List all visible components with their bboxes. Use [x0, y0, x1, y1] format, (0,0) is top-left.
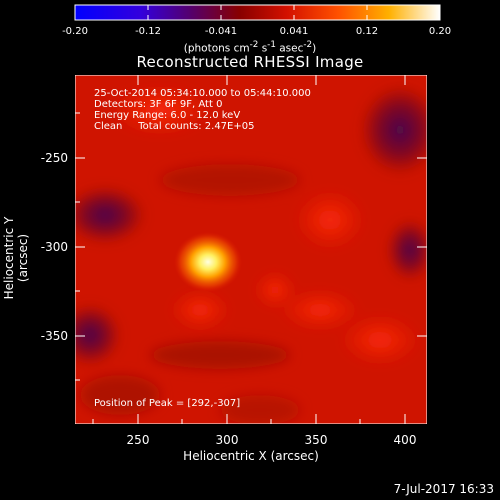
colorbar-ticks: [74, 5, 441, 20]
peak-position-text: Position of Peak = [292,-307]: [94, 398, 241, 409]
peak-source: [174, 232, 242, 292]
x-tick-label: 250: [126, 433, 150, 447]
colorbar-tick-label: 0.20: [428, 26, 452, 37]
info-line-clean-counts: Clean Total counts: 2.47E+05: [94, 121, 255, 132]
rhessi-map: [75, 75, 427, 424]
y-tick-label: -350: [40, 329, 68, 343]
colorbar-tick-label: -0.12: [135, 26, 161, 37]
colorbar-tick-label: -0.041: [204, 26, 238, 37]
x-tick-label: 350: [304, 433, 328, 447]
y-tick-label: -300: [40, 240, 68, 254]
y-axis-label: Heliocentric Y (arcsec): [2, 216, 30, 300]
y-tick-label: -250: [40, 151, 68, 165]
axis-ticks: [75, 75, 427, 424]
x-tick-label: 300: [215, 433, 239, 447]
info-line-time-range: 25-Oct-2014 05:34:10.000 to 05:44:10.000: [94, 88, 311, 99]
info-line-energy: Energy Range: 6.0 - 12.0 keV: [94, 110, 241, 121]
x-axis-label: Heliocentric X (arcsec): [183, 449, 319, 463]
colorbar-tick-label: -0.20: [62, 26, 88, 37]
colorbar-units: (photons cm-2 s-1 asec-2): [183, 40, 317, 55]
colorbar-tick-label: 0.041: [279, 26, 309, 37]
colorbar-tick-label: 0.12: [355, 26, 379, 37]
info-line-detectors: Detectors: 3F 6F 9F, Att 0: [94, 99, 223, 110]
x-tick-label: 400: [393, 433, 417, 447]
colorbar: [74, 4, 441, 21]
plot-date: 7-Jul-2017 16:33: [393, 482, 494, 496]
image-title: Reconstructed RHESSI Image: [136, 53, 364, 71]
